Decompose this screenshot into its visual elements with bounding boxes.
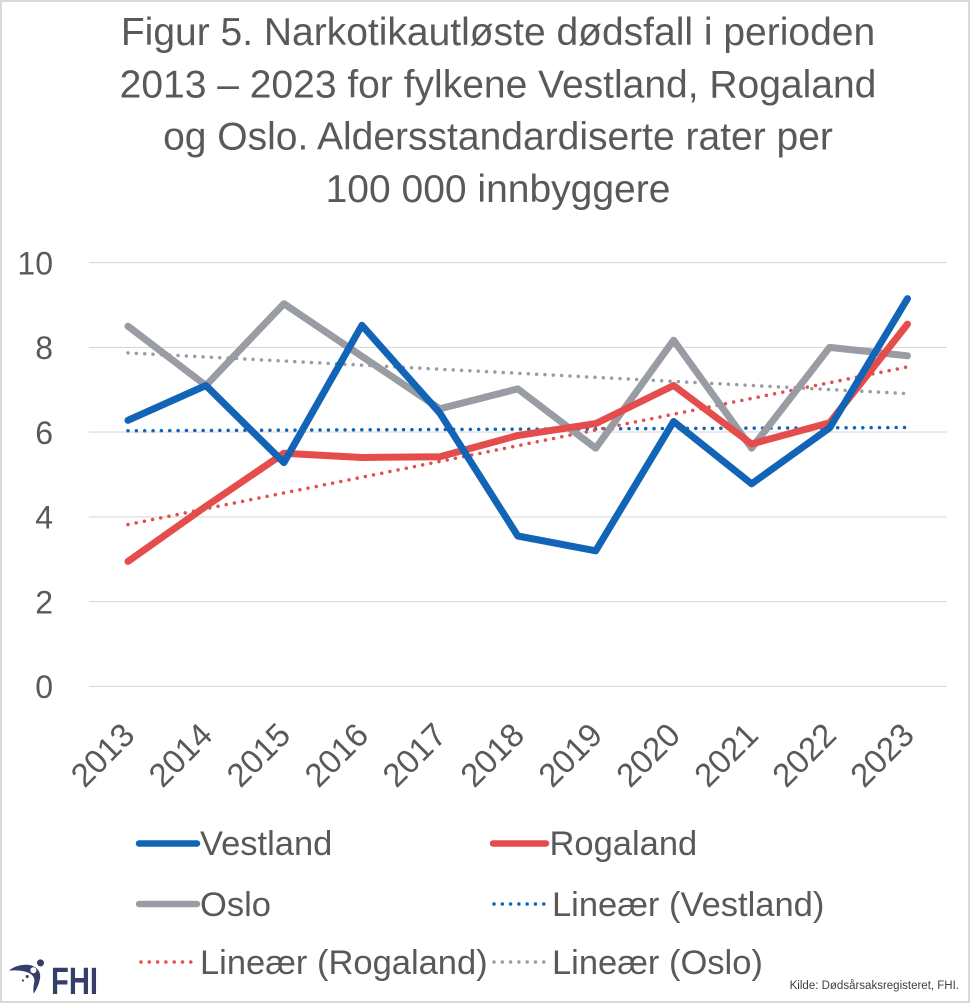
svg-text:8: 8 bbox=[35, 330, 53, 366]
svg-text:Lineær (Vestland): Lineær (Vestland) bbox=[552, 886, 824, 924]
svg-text:Figur 5. Narkotikautløste døds: Figur 5. Narkotikautløste dødsfall i per… bbox=[121, 11, 875, 54]
svg-text:6: 6 bbox=[35, 415, 53, 451]
svg-text:Rogaland: Rogaland bbox=[550, 825, 698, 863]
svg-text:Lineær (Rogaland): Lineær (Rogaland) bbox=[200, 944, 488, 982]
svg-text:10: 10 bbox=[17, 245, 53, 281]
svg-text:2013 – 2023 for fylkene Vestla: 2013 – 2023 for fylkene Vestland, Rogala… bbox=[120, 63, 877, 106]
svg-text:Vestland: Vestland bbox=[200, 825, 332, 863]
svg-text:Lineær (Oslo): Lineær (Oslo) bbox=[552, 944, 763, 982]
svg-text:4: 4 bbox=[35, 500, 53, 536]
svg-text:0: 0 bbox=[35, 669, 53, 705]
svg-text:Kilde: Dødsårsaksregisteret, F: Kilde: Dødsårsaksregisteret, FHI. bbox=[790, 980, 959, 992]
svg-text:2: 2 bbox=[35, 584, 53, 620]
svg-text:FHI: FHI bbox=[51, 961, 98, 1003]
svg-text:Oslo: Oslo bbox=[200, 886, 271, 924]
svg-text:og Oslo. Aldersstandardiserte: og Oslo. Aldersstandardiserte rater per bbox=[163, 116, 833, 159]
svg-text:100 000 innbyggere: 100 000 innbyggere bbox=[326, 168, 671, 211]
